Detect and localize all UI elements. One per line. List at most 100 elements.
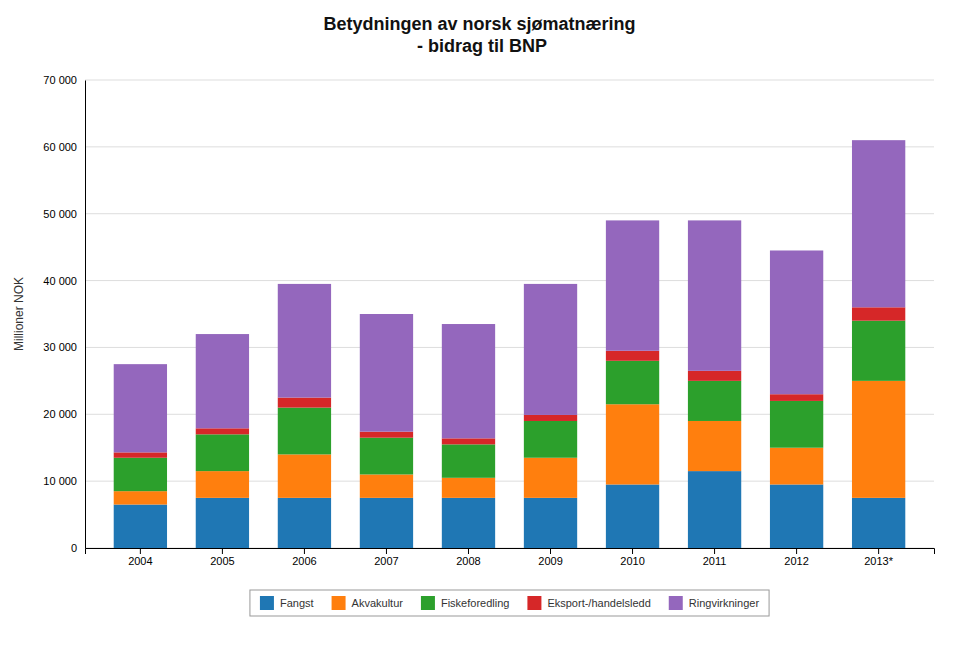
bar <box>770 250 823 394</box>
legend-label: Ringvirkninger <box>689 597 760 609</box>
grid <box>85 80 934 548</box>
x-tick-mark <box>304 548 305 554</box>
x-tick-label: 2008 <box>456 555 480 567</box>
legend-frame <box>250 590 769 616</box>
bar <box>688 471 741 548</box>
y-tick: 60 000 <box>43 141 85 153</box>
x-tick-label: 2009 <box>538 555 562 567</box>
bar <box>524 458 577 498</box>
x-axis: 2004200520062007200820092010201120122013… <box>86 548 935 567</box>
bar <box>278 398 331 408</box>
x-tick: 2005 <box>210 548 234 567</box>
x-tick-mark <box>140 548 141 554</box>
bar <box>688 371 741 381</box>
x-tick-mark <box>714 548 715 554</box>
x-tick: 2006 <box>292 548 316 567</box>
bar <box>852 321 905 381</box>
legend-item: Fiskeforedling <box>421 596 509 610</box>
bar <box>114 458 167 491</box>
bar <box>442 444 495 477</box>
bar <box>688 421 741 471</box>
x-tick-mark <box>222 548 223 554</box>
chart-svg: 0 10 000 20 000 30 000 40 000 50 000 60 000 70 … <box>0 0 959 653</box>
bar <box>278 408 331 455</box>
bar <box>442 498 495 548</box>
bar <box>196 434 249 471</box>
y-tick: 70 000 <box>43 74 85 86</box>
y-tick: 30 000 <box>43 341 85 353</box>
bar <box>852 381 905 498</box>
x-tick: 2011 <box>703 548 727 567</box>
bar <box>442 324 495 438</box>
x-tick-mark <box>796 548 797 554</box>
bar <box>606 220 659 350</box>
bar <box>852 140 905 307</box>
bar <box>278 498 331 548</box>
y-tick-label: 0 <box>71 542 77 554</box>
bar <box>852 307 905 320</box>
y-tick: 0 <box>71 542 85 554</box>
x-tick-mark <box>878 548 879 554</box>
x-tick: 2007 <box>374 548 398 567</box>
bar <box>114 505 167 548</box>
bar <box>770 394 823 401</box>
y-tick-label: 70 000 <box>43 74 77 86</box>
bar-series <box>114 140 906 452</box>
bar <box>278 454 331 497</box>
bar <box>606 361 659 404</box>
y-tick: 50 000 <box>43 208 85 220</box>
legend-item: Eksport-/handelsledd <box>527 596 650 610</box>
bar <box>442 478 495 498</box>
bar <box>524 498 577 548</box>
bar <box>688 381 741 421</box>
legend-label: Fangst <box>280 597 314 609</box>
legend-item: Ringvirkninger <box>669 596 760 610</box>
bar <box>196 428 249 434</box>
bar <box>360 498 413 548</box>
grid-line <box>85 80 934 81</box>
x-tick-label: 2006 <box>292 555 316 567</box>
bar <box>524 284 577 415</box>
bar <box>688 220 741 370</box>
x-axis-line <box>86 549 935 555</box>
bar <box>114 452 167 457</box>
y-tick: 20 000 <box>43 408 85 420</box>
legend-swatch <box>421 596 435 610</box>
legend-swatch <box>332 596 346 610</box>
bar <box>114 491 167 504</box>
y-tick: 10 000 <box>43 475 85 487</box>
bar <box>442 438 495 444</box>
legend: Fangst Akvakultur Fiskeforedling Eksport-/h… <box>250 590 769 616</box>
y-tick-label: 20 000 <box>43 408 77 420</box>
bar <box>196 498 249 548</box>
x-tick: 2009 <box>538 548 562 567</box>
x-tick-mark <box>550 548 551 554</box>
bar <box>278 284 331 398</box>
bar <box>524 421 577 458</box>
legend-item: Fangst <box>260 596 314 610</box>
bar <box>770 401 823 448</box>
x-tick-mark <box>386 548 387 554</box>
bar <box>114 364 167 452</box>
bar <box>196 471 249 498</box>
bar <box>360 432 413 438</box>
y-axis-line <box>85 81 86 549</box>
y-axis: 0 10 000 20 000 30 000 40 000 50 000 60 000 70 … <box>43 74 85 554</box>
x-tick: 2008 <box>456 548 480 567</box>
y-tick-label: 30 000 <box>43 341 77 353</box>
x-tick-label: 2007 <box>374 555 398 567</box>
chart-title-line: - bidrag til BNP <box>412 36 547 56</box>
bar <box>524 415 577 421</box>
y-tick-label: 40 000 <box>43 275 77 287</box>
x-tick-label: 2012 <box>784 555 808 567</box>
x-tick-mark <box>632 548 633 554</box>
x-tick: 2004 <box>128 548 152 567</box>
plot-area: 0 10 000 20 000 30 000 40 000 50 000 60 000 70 … <box>12 74 935 567</box>
bar <box>606 351 659 361</box>
x-tick-label: 2013* <box>864 555 893 567</box>
legend-item: Akvakultur <box>332 596 404 610</box>
bars <box>114 140 906 548</box>
grid-line <box>85 213 934 214</box>
y-tick-label: 60 000 <box>43 141 77 153</box>
bar <box>360 438 413 475</box>
